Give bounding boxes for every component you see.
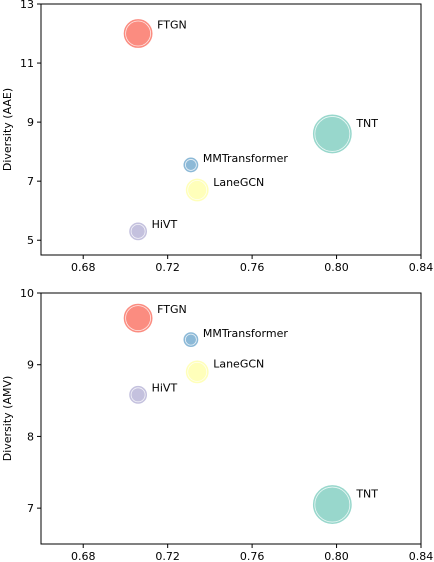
point-ftgn: FTGN — [122, 17, 187, 50]
y-axis-label: Diversity (AAE) — [1, 88, 14, 171]
point-marker-ring — [314, 486, 351, 523]
point-label: LaneGCN — [213, 358, 264, 371]
plot-frame — [40, 292, 422, 545]
x-tick-label: 0.80 — [324, 261, 349, 274]
point-label: FTGN — [157, 303, 187, 316]
y-tick-label: 10 — [20, 287, 34, 300]
point-mmtransformer: MMTransformer — [182, 152, 288, 174]
point-marker-ring — [130, 223, 146, 239]
point-marker-ring — [314, 116, 351, 152]
point-label: MMTransformer — [203, 152, 288, 165]
point-lanegcn: LaneGCN — [184, 176, 264, 203]
y-axis-label: Diversity (AMV) — [1, 376, 14, 462]
point-label: HiVT — [152, 218, 178, 231]
x-tick-label: 0.76 — [240, 261, 265, 274]
x-tick-label: 0.68 — [71, 550, 96, 562]
point-marker-ring — [187, 180, 208, 200]
point-label: FTGN — [157, 18, 187, 31]
plot-frame — [40, 3, 422, 256]
x-tick-label: 0.72 — [155, 550, 180, 562]
y-tick-label: 9 — [27, 116, 34, 129]
point-label: HiVT — [152, 382, 178, 395]
y-tick-label: 9 — [27, 359, 34, 372]
x-tick-label: 0.72 — [155, 261, 180, 274]
point-marker — [122, 17, 154, 50]
point-marker — [122, 302, 154, 334]
point-ftgn: FTGN — [122, 302, 187, 334]
x-tick-label: 0.84 — [409, 550, 434, 562]
chart-diversity-aae: FTGN TNT MMTransformer LaneGCN HiVT 0.68 0.72 0… — [1, 0, 433, 274]
point-mmtransformer: MMTransformer — [182, 327, 288, 349]
point-marker-ring — [125, 20, 152, 47]
point-marker-ring — [184, 159, 197, 171]
x-tick-label: 0.76 — [240, 550, 265, 562]
point-tnt: TNT — [311, 113, 378, 155]
point-marker — [184, 359, 210, 385]
y-tick-label: 5 — [27, 234, 34, 247]
point-hivt: HiVT — [128, 382, 178, 405]
point-marker-ring — [187, 361, 208, 382]
y-tick-label: 7 — [27, 175, 34, 188]
point-lanegcn: LaneGCN — [184, 358, 264, 385]
chart-diversity-amv: FTGN MMTransformer LaneGCN HiVT TNT 0.68 0.72 0… — [1, 287, 433, 562]
point-marker-ring — [184, 333, 197, 346]
point-marker-ring — [130, 387, 146, 403]
point-hivt: HiVT — [128, 218, 178, 242]
point-marker — [311, 113, 353, 155]
y-tick-label: 13 — [20, 0, 34, 11]
point-label: LaneGCN — [213, 176, 264, 189]
x-tick-label: 0.80 — [324, 550, 349, 562]
y-tick-label: 11 — [20, 57, 34, 70]
point-label: TNT — [355, 117, 378, 130]
point-label: TNT — [355, 488, 378, 501]
y-tick-label: 8 — [27, 430, 34, 443]
point-marker — [184, 177, 210, 203]
point-marker — [311, 483, 353, 526]
x-tick-label: 0.84 — [409, 261, 434, 274]
y-tick-label: 7 — [27, 502, 34, 515]
point-marker-ring — [125, 305, 152, 332]
point-tnt: TNT — [311, 483, 378, 526]
point-label: MMTransformer — [203, 327, 288, 340]
x-tick-label: 0.68 — [71, 261, 96, 274]
